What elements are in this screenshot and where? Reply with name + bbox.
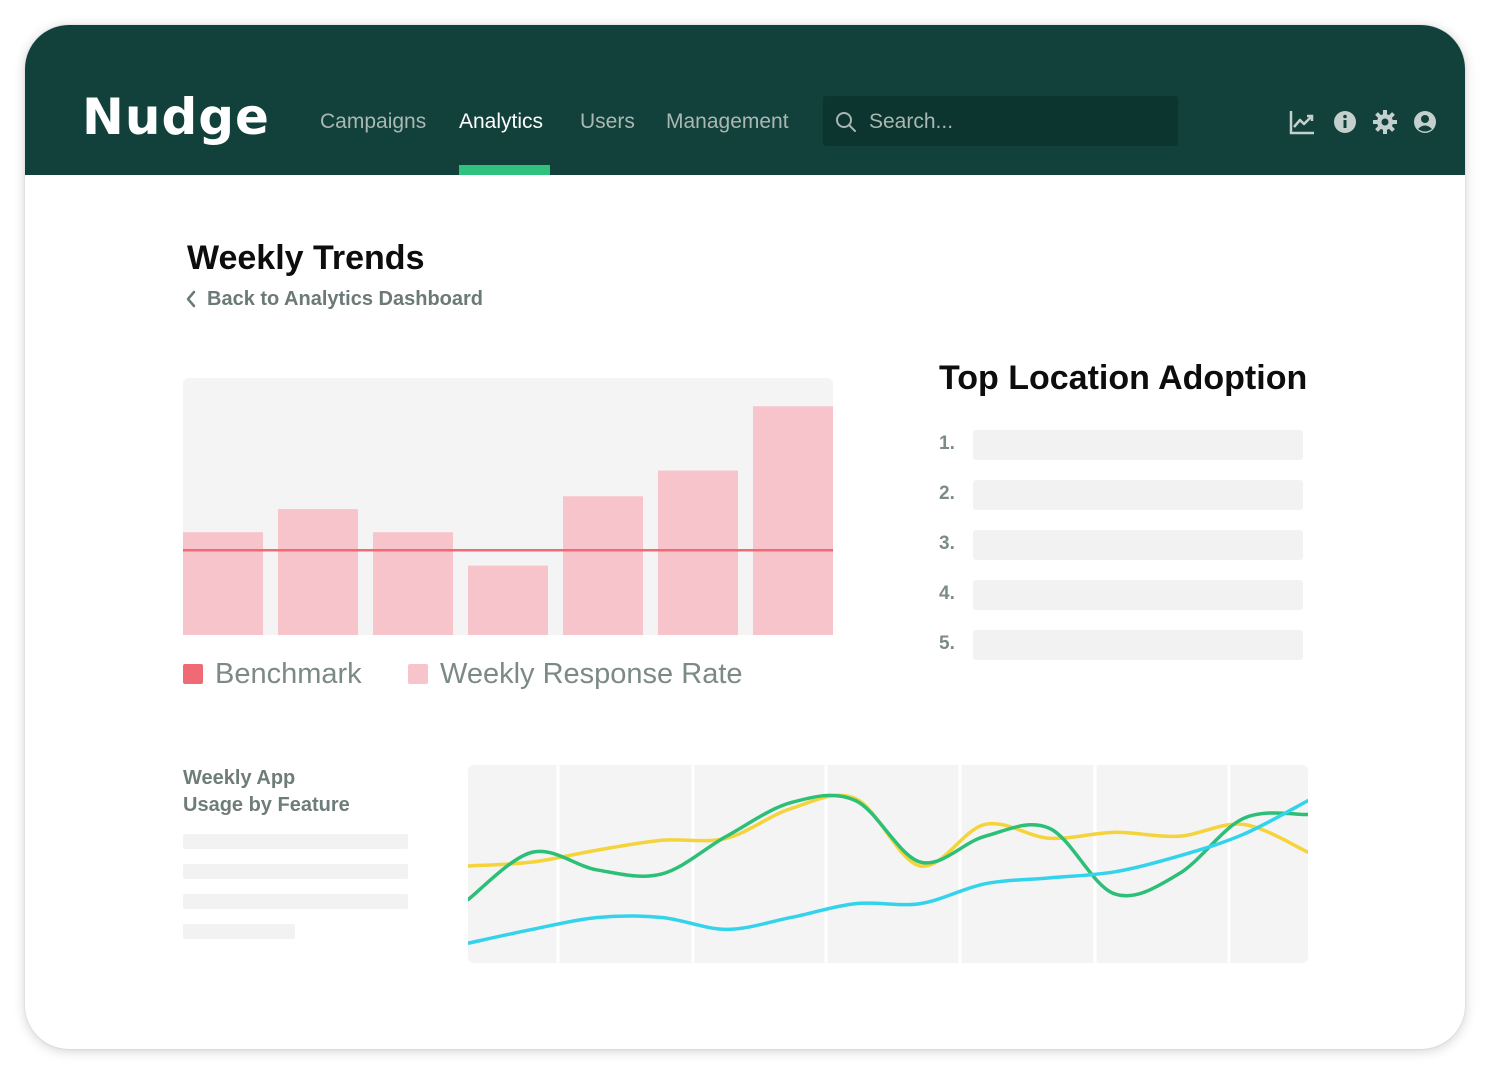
bar-5 bbox=[563, 496, 643, 635]
chart-trend-icon[interactable] bbox=[1289, 109, 1315, 135]
gear-icon[interactable] bbox=[1372, 109, 1398, 135]
line-chart-background bbox=[468, 765, 1308, 963]
back-link[interactable]: Back to Analytics Dashboard bbox=[185, 287, 483, 311]
nudge-logo[interactable]: Nudge bbox=[82, 88, 270, 146]
nav-analytics[interactable]: Analytics bbox=[459, 110, 544, 133]
location-placeholder-bar bbox=[973, 630, 1303, 660]
back-link-label: Back to Analytics Dashboard bbox=[207, 288, 484, 310]
location-placeholder-bar bbox=[973, 530, 1303, 560]
legend-benchmark: Benchmark bbox=[183, 657, 362, 691]
location-rank: 2. bbox=[939, 483, 955, 504]
location-rank: 3. bbox=[939, 533, 955, 554]
placeholder-line bbox=[183, 864, 408, 879]
location-placeholder-bar bbox=[973, 480, 1303, 510]
user-icon[interactable] bbox=[1412, 109, 1438, 135]
weekly-usage-line-chart bbox=[468, 765, 1308, 963]
legend-swatch-benchmark bbox=[183, 664, 203, 684]
usage-title-line1: Weekly App bbox=[183, 767, 296, 789]
legend-label-weekly-response-rate: Weekly Response Rate bbox=[440, 658, 743, 690]
page-title: Weekly Trends bbox=[187, 239, 425, 277]
search-icon bbox=[836, 112, 856, 132]
location-rank: 5. bbox=[939, 633, 955, 654]
bar-4 bbox=[468, 565, 548, 635]
app-window: Nudge Campaigns Analytics Users Manageme… bbox=[25, 25, 1465, 1049]
nav-campaigns[interactable]: Campaigns bbox=[320, 110, 427, 133]
bar-7 bbox=[753, 406, 833, 635]
top-location-title: Top Location Adoption bbox=[939, 359, 1308, 397]
weekly-response-bar-chart bbox=[183, 378, 833, 635]
series-line-3 bbox=[468, 798, 1308, 945]
search-box[interactable] bbox=[823, 96, 1178, 146]
nav-users[interactable]: Users bbox=[580, 110, 635, 133]
top-navigation-bar: Nudge Campaigns Analytics Users Manageme… bbox=[25, 25, 1465, 175]
series-line-2 bbox=[468, 793, 1308, 902]
bar-2 bbox=[278, 509, 358, 635]
nav-management[interactable]: Management bbox=[666, 110, 789, 133]
placeholder-line bbox=[183, 924, 295, 939]
legend-swatch-weekly-response-rate bbox=[408, 664, 428, 684]
usage-title-line2: Usage by Feature bbox=[183, 794, 350, 816]
active-tab-indicator bbox=[459, 165, 550, 175]
location-placeholder-bar bbox=[973, 580, 1303, 610]
bar-6 bbox=[658, 470, 738, 635]
location-rank: 1. bbox=[939, 433, 955, 454]
info-icon[interactable] bbox=[1332, 109, 1358, 135]
legend-label-benchmark: Benchmark bbox=[215, 658, 362, 690]
location-placeholder-bar bbox=[973, 430, 1303, 460]
bar-1 bbox=[183, 532, 263, 635]
usage-title: Weekly App Usage by Feature bbox=[183, 765, 350, 819]
placeholder-line bbox=[183, 834, 408, 849]
placeholder-line bbox=[183, 894, 408, 909]
chevron-left-icon bbox=[186, 290, 196, 308]
bar-3 bbox=[373, 532, 453, 635]
legend-weekly-response-rate: Weekly Response Rate bbox=[408, 657, 743, 691]
search-input[interactable] bbox=[867, 106, 1171, 138]
location-rank: 4. bbox=[939, 583, 955, 604]
